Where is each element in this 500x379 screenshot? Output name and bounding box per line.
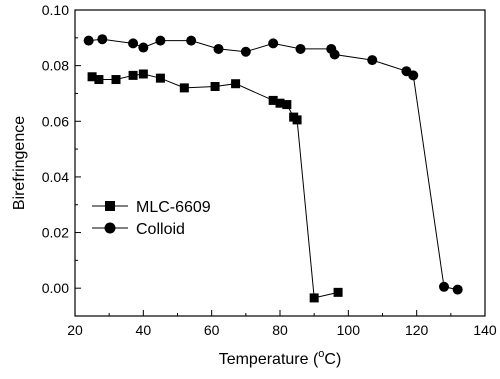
data-point-mlc-6609 xyxy=(155,73,165,83)
legend-label-colloid: Colloid xyxy=(136,221,185,238)
legend-label-mlc-6609: MLC-6609 xyxy=(136,199,211,216)
data-point-colloid xyxy=(268,38,279,49)
data-point-mlc-6609 xyxy=(94,75,104,85)
data-point-mlc-6609 xyxy=(87,72,97,82)
series-layer xyxy=(83,34,463,303)
x-tick-label: 20 xyxy=(67,322,83,338)
data-point-colloid xyxy=(186,35,197,46)
data-point-mlc-6609 xyxy=(333,287,343,297)
data-point-colloid xyxy=(329,49,340,60)
legend-marker-mlc-6609 xyxy=(105,201,115,211)
data-point-mlc-6609 xyxy=(292,115,302,125)
data-point-mlc-6609 xyxy=(210,82,220,91)
data-point-mlc-6609 xyxy=(231,79,241,89)
data-point-mlc-6609 xyxy=(309,293,319,303)
legend: MLC-6609 Colloid xyxy=(92,199,211,238)
y-tick-label: 0.00 xyxy=(42,280,69,296)
x-tick-label: 100 xyxy=(337,322,361,338)
data-point-mlc-6609 xyxy=(128,70,138,80)
y-tick-label: 0.10 xyxy=(42,2,69,18)
data-point-colloid xyxy=(128,38,139,49)
legend-marker-colloid xyxy=(104,222,116,234)
x-axis: 20 40 60 80 100 120 140 xyxy=(67,310,497,338)
x-axis-label: Temperature (oC) xyxy=(219,348,342,368)
y-axis-label: Birefringence xyxy=(11,116,28,210)
data-point-mlc-6609 xyxy=(111,75,121,85)
data-point-colloid xyxy=(240,46,251,57)
data-point-mlc-6609 xyxy=(179,83,189,93)
y-axis: 0.00 0.02 0.04 0.06 0.08 0.10 xyxy=(42,2,81,317)
data-point-colloid xyxy=(452,284,463,295)
series-line-mlc-6609 xyxy=(91,73,339,299)
data-point-mlc-6609 xyxy=(275,98,285,108)
data-point-colloid xyxy=(213,43,224,54)
x-tick-label: 120 xyxy=(405,322,429,338)
data-point-colloid xyxy=(295,43,306,54)
y-tick-label: 0.06 xyxy=(42,113,69,129)
data-point-colloid xyxy=(155,35,166,46)
data-point-mlc-6609 xyxy=(282,100,292,110)
data-point-colloid xyxy=(83,35,94,46)
x-tick-label: 140 xyxy=(473,322,497,338)
y-tick-label: 0.08 xyxy=(42,58,69,74)
data-point-colloid xyxy=(367,55,378,66)
y-tick-label: 0.02 xyxy=(42,225,69,241)
data-point-colloid xyxy=(408,70,419,81)
x-axis-label-degree: o xyxy=(318,348,324,360)
x-tick-label: 80 xyxy=(272,322,288,338)
x-axis-label-unit: C) xyxy=(324,351,341,368)
x-axis-label-main: Temperature ( xyxy=(219,351,319,368)
data-point-mlc-6609 xyxy=(268,95,278,105)
data-point-mlc-6609 xyxy=(138,69,148,79)
x-tick-label: 60 xyxy=(204,322,220,338)
y-tick-label: 0.04 xyxy=(42,169,69,185)
x-tick-label: 40 xyxy=(136,322,152,338)
plot-frame xyxy=(74,9,486,317)
data-point-colloid xyxy=(439,281,449,292)
data-point-colloid xyxy=(138,42,149,53)
data-point-colloid xyxy=(97,34,108,45)
